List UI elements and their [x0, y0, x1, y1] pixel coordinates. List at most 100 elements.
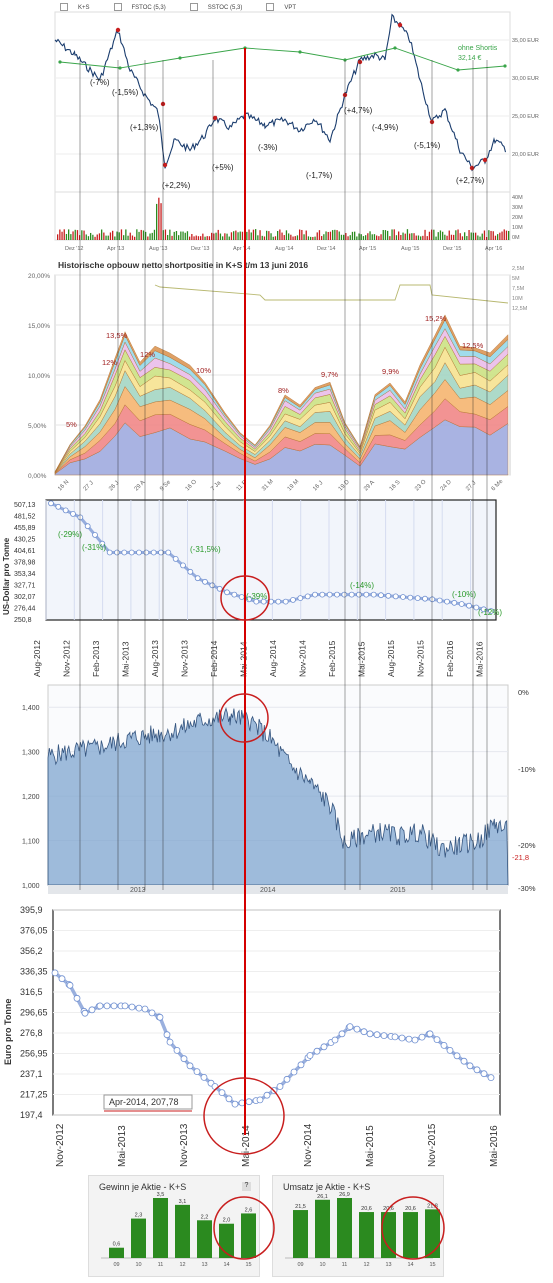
eur-data-point[interactable] [96, 1002, 104, 1010]
eur-data-point[interactable] [58, 975, 66, 983]
legend-checkbox[interactable] [266, 3, 275, 11]
eur-data-point[interactable] [466, 1062, 474, 1070]
usd-data-point[interactable] [150, 549, 157, 556]
eur-data-point[interactable] [218, 1089, 226, 1097]
eur-data-point[interactable] [51, 969, 59, 977]
usd-data-point[interactable] [326, 591, 333, 598]
usd-data-point[interactable] [466, 602, 472, 609]
usd-data-point[interactable] [202, 578, 208, 585]
eur-data-point[interactable] [193, 1068, 201, 1076]
usd-data-point[interactable] [378, 592, 384, 599]
eur-data-point[interactable] [453, 1052, 461, 1060]
usd-data-point[interactable] [444, 598, 450, 605]
eur-data-point[interactable] [128, 1003, 136, 1011]
usd-data-point[interactable] [180, 562, 186, 569]
bar[interactable] [109, 1247, 124, 1258]
eur-data-point[interactable] [338, 1030, 346, 1038]
bar[interactable] [315, 1199, 330, 1258]
usd-data-point[interactable] [158, 549, 164, 556]
eur-data-point[interactable] [418, 1033, 426, 1041]
usd-data-point[interactable] [392, 593, 399, 600]
bar[interactable] [381, 1212, 396, 1258]
eur-data-point[interactable] [148, 1009, 156, 1017]
usd-data-point[interactable] [297, 595, 304, 601]
usd-data-point[interactable] [312, 591, 318, 598]
usd-data-point[interactable] [253, 598, 260, 605]
usd-data-point[interactable] [341, 591, 348, 598]
eur-data-point[interactable] [440, 1041, 448, 1049]
eur-data-point[interactable] [306, 1052, 314, 1059]
legend-item[interactable]: SSTOC (5,3) [186, 3, 253, 11]
usd-data-point[interactable] [414, 595, 421, 601]
bar[interactable] [425, 1209, 440, 1258]
eur-data-point[interactable] [331, 1036, 339, 1044]
eur-data-point[interactable] [353, 1025, 361, 1033]
usd-data-point[interactable] [121, 549, 128, 556]
eur-data-point[interactable] [366, 1030, 374, 1038]
bar[interactable] [241, 1213, 256, 1258]
usd-data-point[interactable] [290, 597, 296, 603]
usd-data-point[interactable] [165, 549, 172, 556]
eur-data-point[interactable] [103, 1002, 111, 1010]
bar[interactable] [153, 1198, 168, 1258]
eur-data-point[interactable] [290, 1068, 298, 1076]
eur-data-point[interactable] [163, 1031, 171, 1039]
eur-data-point[interactable] [173, 1046, 181, 1054]
eur-data-point[interactable] [426, 1030, 434, 1038]
legend-item[interactable]: VPT [262, 3, 306, 11]
eur-data-point[interactable] [460, 1057, 468, 1065]
eur-data-point[interactable] [66, 981, 74, 989]
eur-data-point[interactable] [313, 1047, 321, 1055]
bar[interactable] [293, 1210, 308, 1258]
usd-data-point[interactable] [385, 592, 392, 599]
legend-item[interactable]: FSTOC (5,3) [110, 3, 176, 11]
bar[interactable] [197, 1220, 212, 1258]
eur-data-point[interactable] [380, 1032, 388, 1040]
usd-data-point[interactable] [422, 595, 428, 602]
eur-data-point[interactable] [180, 1055, 188, 1063]
legend-checkbox[interactable] [113, 3, 122, 11]
usd-data-point[interactable] [260, 598, 267, 605]
eur-data-point[interactable] [320, 1043, 328, 1051]
eur-data-point[interactable] [360, 1028, 368, 1036]
usd-data-point[interactable] [334, 591, 340, 598]
usd-data-point[interactable] [55, 503, 62, 510]
bar[interactable] [403, 1212, 418, 1258]
eur-data-point[interactable] [166, 1038, 174, 1046]
usd-data-point[interactable] [488, 608, 494, 614]
eur-data-point[interactable] [487, 1074, 495, 1082]
help-icon[interactable]: ? [242, 1182, 251, 1191]
usd-data-point[interactable] [275, 598, 282, 605]
eur-data-point[interactable] [88, 1006, 96, 1014]
usd-data-point[interactable] [62, 507, 69, 514]
eur-data-point[interactable] [225, 1095, 233, 1103]
eur-data-point[interactable] [473, 1066, 481, 1074]
usd-data-point[interactable] [319, 591, 326, 598]
usd-data-point[interactable] [194, 575, 201, 582]
usd-data-point[interactable] [99, 540, 106, 547]
eur-data-point[interactable] [446, 1046, 454, 1054]
eur-data-point[interactable] [480, 1070, 488, 1078]
eur-data-point[interactable] [373, 1031, 381, 1039]
eur-data-point[interactable] [283, 1075, 291, 1083]
usd-data-point[interactable] [216, 585, 223, 592]
bar[interactable] [131, 1218, 146, 1258]
eur-data-point[interactable] [263, 1091, 271, 1099]
usd-data-point[interactable] [70, 510, 76, 517]
eur-data-point[interactable] [411, 1036, 419, 1044]
eur-data-point[interactable] [346, 1023, 354, 1030]
usd-data-point[interactable] [92, 532, 98, 538]
eur-data-point[interactable] [81, 1009, 89, 1017]
usd-data-point[interactable] [128, 549, 135, 556]
eur-data-point[interactable] [156, 1013, 164, 1021]
bar[interactable] [175, 1204, 190, 1258]
usd-data-point[interactable] [172, 556, 179, 562]
usd-data-point[interactable] [209, 582, 216, 589]
usd-data-point[interactable] [458, 601, 465, 607]
usd-data-point[interactable] [451, 599, 458, 606]
eur-data-point[interactable] [231, 1100, 239, 1108]
usd-data-point[interactable] [84, 523, 91, 530]
legend-checkbox[interactable] [189, 3, 198, 11]
eur-data-point[interactable] [121, 1002, 129, 1010]
eur-data-point[interactable] [186, 1062, 194, 1070]
